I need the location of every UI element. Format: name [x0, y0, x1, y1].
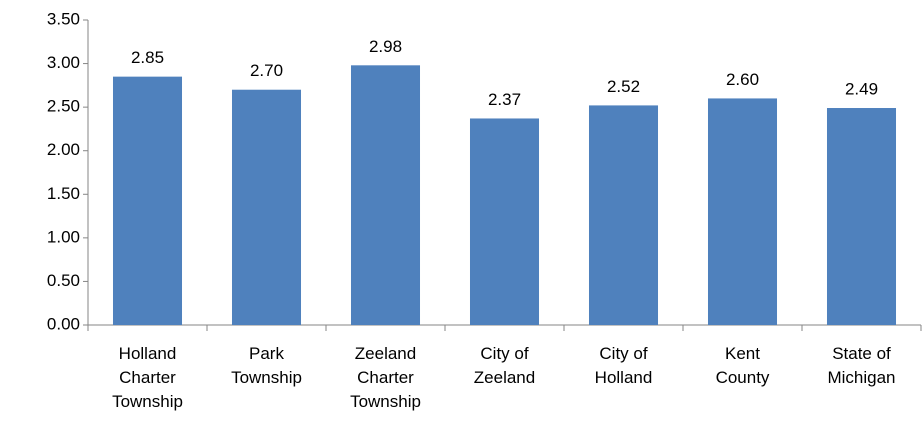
bar [826, 108, 897, 325]
x-tick-label: City of Holland [595, 344, 653, 387]
data-label: 2.49 [845, 79, 878, 98]
y-tick-label: 3.00 [47, 53, 80, 72]
x-tick-label: State of Michigan [827, 344, 895, 387]
bar [707, 98, 778, 325]
y-tick-label: 1.00 [47, 227, 80, 246]
bar [469, 118, 540, 325]
bar [350, 65, 421, 326]
bar [112, 76, 183, 326]
x-tick-label: Park Township [231, 344, 302, 387]
y-tick-label: 2.00 [47, 140, 80, 159]
data-label: 2.60 [726, 70, 759, 89]
data-label: 2.70 [250, 61, 283, 80]
bar [588, 105, 659, 326]
data-label: 2.98 [369, 37, 402, 56]
data-label: 2.85 [131, 48, 164, 67]
y-tick-label: 3.50 [47, 9, 80, 28]
x-tick-label: Zeeland Charter Township [350, 344, 421, 411]
x-tick-label: Kent County [716, 344, 770, 387]
data-label: 2.37 [488, 90, 521, 109]
y-tick-label: 1.50 [47, 184, 80, 203]
data-label: 2.52 [607, 77, 640, 96]
bar [231, 89, 302, 325]
y-tick-label: 0.00 [47, 314, 80, 333]
y-tick-label: 0.50 [47, 271, 80, 290]
x-tick-label: City of Zeeland [474, 344, 535, 387]
y-tick-label: 2.50 [47, 97, 80, 116]
x-tick-label: Holland Charter Township [112, 344, 183, 411]
